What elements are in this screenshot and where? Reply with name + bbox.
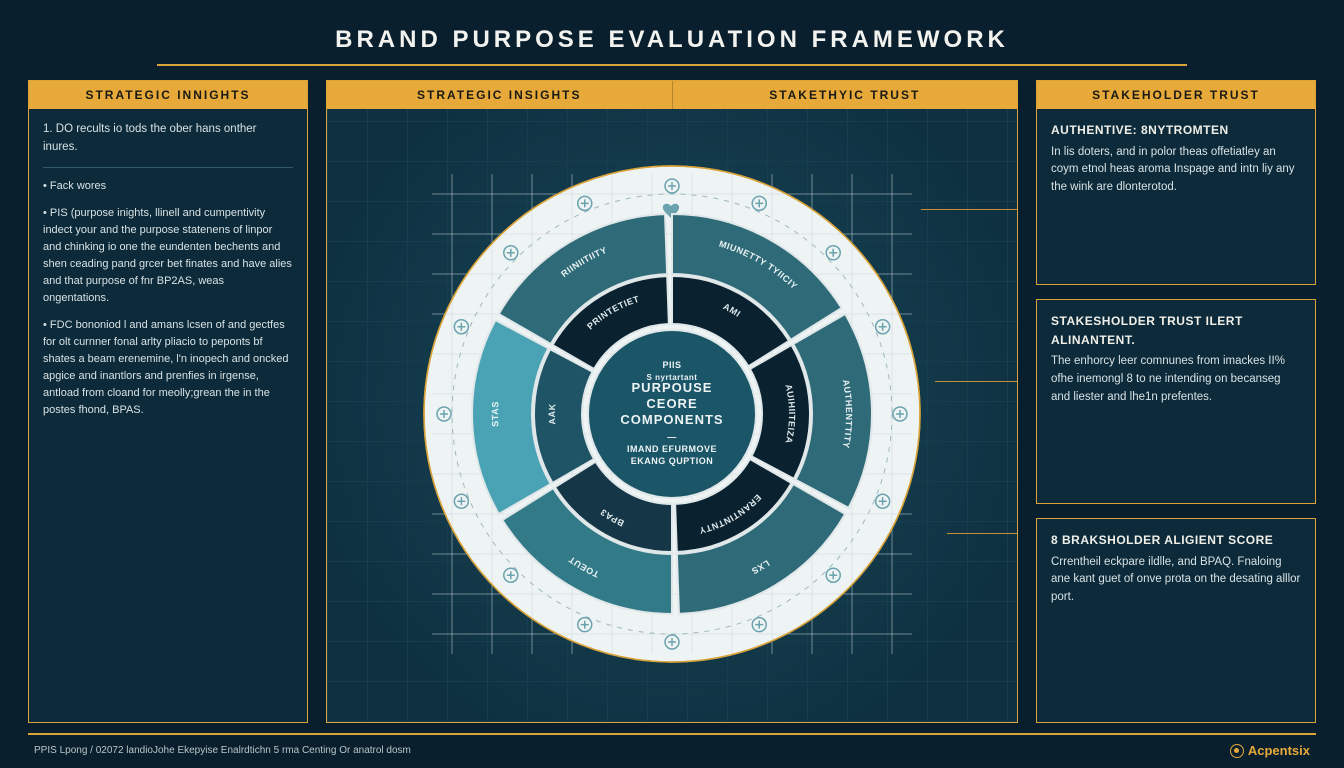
main-columns: STRATEGIC INNIGHTS 1. DO recults io tods… <box>28 80 1316 723</box>
right-panel-2-body: Crrentheil eckpare ildlle, and BPAQ. Fna… <box>1051 554 1301 607</box>
footer-brand-text: Acpentsix <box>1248 743 1310 758</box>
right-panel-0-header: STAKEHOLDER TRUST <box>1037 81 1315 109</box>
title-underline <box>157 64 1187 66</box>
divider <box>43 167 293 168</box>
left-panel: STRATEGIC INNIGHTS 1. DO recults io tods… <box>28 80 308 723</box>
left-bullet-2-text: FDC bononiod l and amans lcsen of and ge… <box>43 319 289 416</box>
svg-text:CEORE: CEORE <box>646 396 697 411</box>
svg-text:COMPONENTS: COMPONENTS <box>620 412 723 427</box>
right-panel-0: STAKEHOLDER TRUST AUTHENTIVE: 8NYTROMTEN… <box>1036 80 1316 285</box>
left-panel-header: STRATEGIC INNIGHTS <box>29 81 307 109</box>
svg-text:—: — <box>667 432 677 442</box>
center-tab-1: STAKETHYIC TRUST <box>672 81 1018 109</box>
svg-text:AAK: AAK <box>547 403 557 425</box>
left-bullet-1: • PIS (purpose inights, llinell and cump… <box>43 205 293 307</box>
radial-diagram: MIUNETTY TYIICIYAMIAUTHENTTITYAUIHIITEIZ… <box>412 154 932 674</box>
footer: PPIS Lpong / 02072 landioJohe Ekepyise E… <box>28 733 1316 758</box>
center-panel: STRATEGIC INSIGHTS STAKETHYIC TRUST MIUN… <box>326 80 1018 723</box>
left-panel-lead: 1. DO recults io tods the ober hans onth… <box>43 121 293 157</box>
footer-brand: Acpentsix <box>1230 743 1310 758</box>
left-bullet-1-text: PIS (purpose inights, llinell and cumpen… <box>43 207 292 304</box>
right-panel-2: 8 BRAKSHOLDER ALIGIENT SCORE Crrentheil … <box>1036 518 1316 723</box>
left-bullet-0-text: Fack wores <box>50 180 106 192</box>
right-panel-1: STAKESHOLDER TRUST ILERT ALINANTENT. The… <box>1036 299 1316 504</box>
connector-line <box>921 209 1017 210</box>
svg-text:PURPOUSE: PURPOUSE <box>632 380 713 395</box>
right-panel-0-body: In lis doters, and in polor theas offeti… <box>1051 144 1301 197</box>
right-panel-1-title: STAKESHOLDER TRUST ILERT ALINANTENT. <box>1051 312 1301 349</box>
center-tab-0: STRATEGIC INSIGHTS <box>327 81 672 109</box>
connector-line <box>935 381 1017 382</box>
left-bullet-0: • Fack wores <box>43 178 293 195</box>
right-panel-0-title: AUTHENTIVE: 8NYTROMTEN <box>1051 121 1301 140</box>
page-title: BRAND PURPOSE EVALUATION FRAMEWORK <box>28 18 1316 64</box>
center-tabs: STRATEGIC INSIGHTS STAKETHYIC TRUST <box>327 81 1017 109</box>
footer-left: PPIS Lpong / 02072 landioJohe Ekepyise E… <box>34 745 411 756</box>
left-bullet-2: • FDC bononiod l and amans lcsen of and … <box>43 317 293 419</box>
svg-text:STAS: STAS <box>490 401 500 427</box>
right-panel-1-body: The enhorcy leer comnunes from imackes I… <box>1051 353 1301 406</box>
right-panel-2-title: 8 BRAKSHOLDER ALIGIENT SCORE <box>1051 531 1301 550</box>
svg-text:EKANG QUPTION: EKANG QUPTION <box>631 456 714 466</box>
brand-icon <box>1230 744 1244 758</box>
svg-text:IMAND EFURMOVE: IMAND EFURMOVE <box>627 444 717 454</box>
connector-line <box>947 533 1017 534</box>
svg-text:PIIS: PIIS <box>662 360 681 370</box>
